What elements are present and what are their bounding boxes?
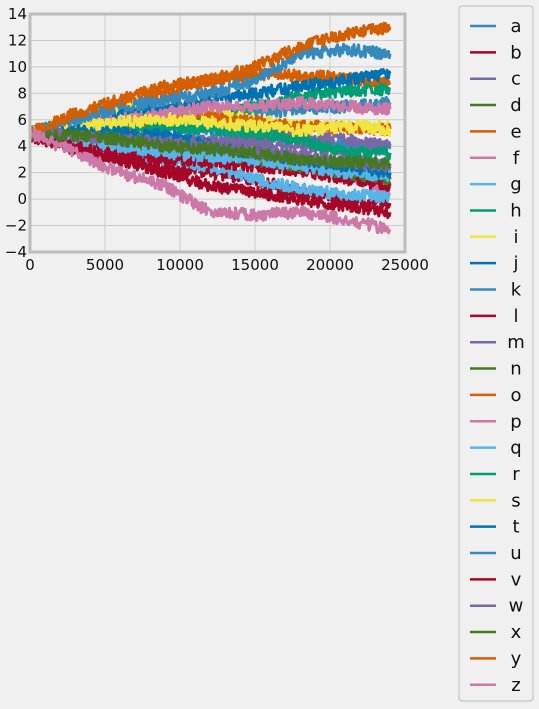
legend-label-w: w (509, 596, 524, 617)
legend-label-n: n (510, 359, 521, 380)
legend-label-o: o (510, 385, 521, 406)
legend-label-t: t (512, 517, 519, 538)
x-tick-label: 20000 (306, 256, 354, 274)
y-tick-label: 14 (8, 5, 27, 23)
series-line-z (28, 127, 392, 235)
y-tick-label: 4 (17, 137, 27, 155)
legend-label-k: k (511, 280, 522, 301)
legend-label-c: c (511, 69, 521, 90)
legend-label-m: m (507, 332, 525, 353)
legend-label-f: f (513, 148, 520, 169)
x-axis-ticks: 0 5000 10000 15000 20000 25000 (25, 256, 429, 274)
legend-label-q: q (510, 438, 521, 459)
legend-label-e: e (510, 121, 521, 142)
y-tick-label: 2 (17, 164, 27, 182)
y-tick-label: −4 (5, 243, 27, 261)
legend-label-v: v (511, 569, 522, 590)
y-tick-label: 12 (8, 31, 27, 49)
legend-label-p: p (510, 411, 521, 432)
legend-label-s: s (511, 490, 520, 511)
legend-label-h: h (510, 200, 521, 221)
y-tick-label: 8 (17, 84, 27, 102)
legend-label-g: g (510, 174, 521, 195)
legend-label-d: d (510, 95, 521, 116)
legend-label-z: z (511, 675, 520, 696)
legend-label-a: a (510, 16, 521, 37)
y-tick-label: 6 (17, 111, 27, 129)
series-lines (28, 21, 392, 235)
legend-label-y: y (511, 648, 522, 669)
legend-label-b: b (510, 42, 521, 63)
x-tick-label: 10000 (156, 256, 204, 274)
x-tick-label: 15000 (231, 256, 279, 274)
y-tick-label: 0 (17, 190, 27, 208)
x-tick-label: 5000 (86, 256, 124, 274)
series-line-x (28, 127, 392, 171)
series-line-v (28, 126, 392, 220)
y-tick-label: 10 (8, 58, 27, 76)
x-tick-label: 25000 (381, 256, 429, 274)
plot-frame (28, 12, 407, 254)
legend-label-l: l (513, 306, 518, 327)
legend-label-j: j (512, 253, 518, 274)
y-axis-ticks: −4 −2 0 2 4 6 8 10 12 14 (5, 5, 27, 261)
y-tick-label: −2 (5, 217, 27, 235)
legend-label-x: x (511, 622, 522, 643)
legend-label-u: u (510, 543, 521, 564)
legend-label-i: i (513, 227, 518, 248)
x-tick-label: 0 (25, 256, 35, 274)
series-line-u (28, 42, 392, 139)
legend-label-r: r (512, 464, 520, 485)
series-line-y (28, 21, 392, 140)
